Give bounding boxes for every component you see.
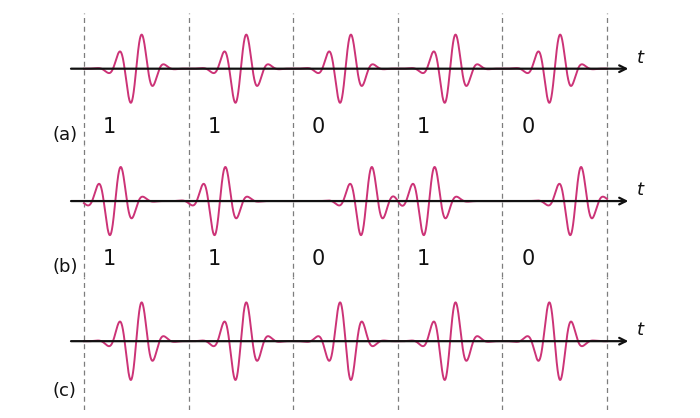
Text: 0: 0 — [522, 117, 535, 137]
Text: 1: 1 — [103, 249, 116, 269]
Text: 0: 0 — [312, 117, 326, 137]
Text: (b): (b) — [52, 258, 78, 276]
Text: 0: 0 — [522, 249, 535, 269]
Text: 1: 1 — [416, 117, 430, 137]
Text: 1: 1 — [207, 249, 220, 269]
Text: (a): (a) — [52, 126, 78, 144]
Text: 0: 0 — [312, 249, 326, 269]
Text: t: t — [636, 181, 643, 199]
Text: t: t — [636, 321, 643, 339]
Text: (c): (c) — [52, 382, 76, 400]
Text: t: t — [636, 49, 643, 67]
Text: 1: 1 — [103, 117, 116, 137]
Text: 1: 1 — [416, 249, 430, 269]
Text: 1: 1 — [207, 117, 220, 137]
